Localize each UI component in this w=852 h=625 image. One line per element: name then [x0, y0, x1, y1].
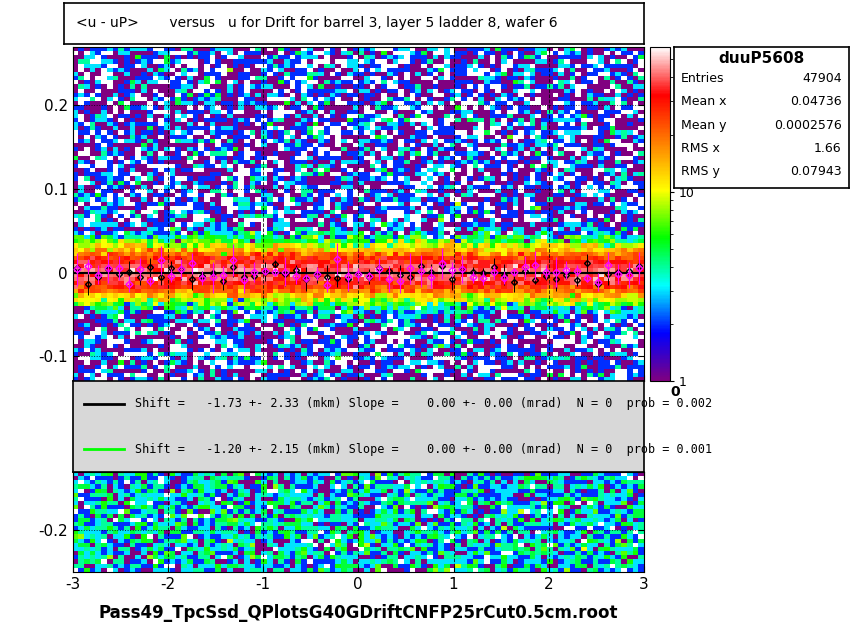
- Text: duuP5608: duuP5608: [717, 51, 803, 66]
- Text: Pass49_TpcSsd_QPlotsG40GDriftCNFP25rCut0.5cm.root: Pass49_TpcSsd_QPlotsG40GDriftCNFP25rCut0…: [98, 604, 618, 622]
- Text: 47904: 47904: [801, 72, 841, 85]
- Text: 0.07943: 0.07943: [789, 165, 841, 178]
- Text: Shift =   -1.20 +- 2.15 (mkm) Slope =    0.00 +- 0.00 (mrad)  N = 0  prob = 0.00: Shift = -1.20 +- 2.15 (mkm) Slope = 0.00…: [135, 442, 711, 456]
- Text: Mean y: Mean y: [680, 119, 726, 132]
- Text: RMS x: RMS x: [680, 142, 719, 155]
- Text: Mean x: Mean x: [680, 96, 726, 108]
- Text: RMS y: RMS y: [680, 165, 719, 178]
- Text: 0: 0: [670, 384, 679, 399]
- Text: 1.66: 1.66: [813, 142, 841, 155]
- Text: 0.0002576: 0.0002576: [773, 119, 841, 132]
- Text: 0.04736: 0.04736: [789, 96, 841, 108]
- Text: Shift =   -1.73 +- 2.33 (mkm) Slope =    0.00 +- 0.00 (mrad)  N = 0  prob = 0.00: Shift = -1.73 +- 2.33 (mkm) Slope = 0.00…: [135, 398, 711, 411]
- Text: <u - uP>       versus   u for Drift for barrel 3, layer 5 ladder 8, wafer 6: <u - uP> versus u for Drift for barrel 3…: [76, 16, 556, 31]
- Text: Entries: Entries: [680, 72, 723, 85]
